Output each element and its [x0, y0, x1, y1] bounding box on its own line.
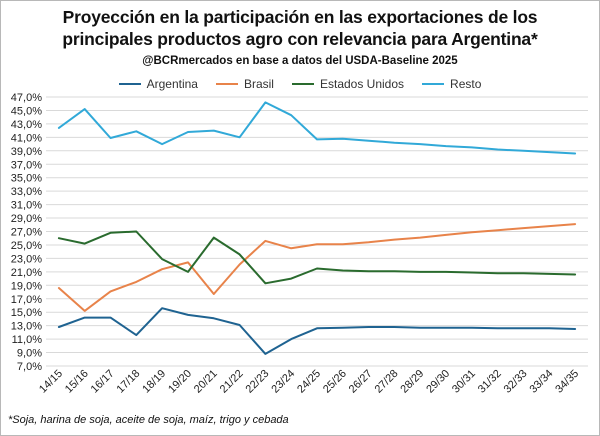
y-tick-label: 27,0%	[11, 227, 42, 239]
x-tick-label: 16/17	[89, 368, 117, 396]
x-tick-label: 32/33	[502, 368, 530, 396]
legend-swatch	[291, 83, 314, 85]
y-tick-label: 37,0%	[11, 159, 42, 171]
x-tick-label: 17/18	[115, 368, 143, 396]
chart-title-line-2: principales productos agro con relevanci…	[62, 29, 538, 49]
legend-label: Resto	[450, 77, 482, 91]
x-tick-label: 28/29	[398, 368, 426, 396]
legend-item-estados-unidos: Estados Unidos	[291, 77, 405, 91]
y-tick-label: 45,0%	[11, 105, 42, 117]
x-tick-label: 15/16	[63, 368, 91, 396]
chart-title: Proyección en la participación en las ex…	[0, 6, 600, 50]
y-tick-label: 19,0%	[11, 280, 42, 292]
y-tick-label: 11,0%	[12, 334, 43, 346]
legend-item-argentina: Argentina	[118, 77, 198, 91]
x-tick-label: 31/32	[476, 368, 504, 396]
legend-item-brasil: Brasil	[215, 77, 274, 91]
y-tick-label: 31,0%	[11, 200, 42, 212]
x-tick-label: 29/30	[424, 368, 452, 396]
legend-item-resto: Resto	[422, 77, 481, 91]
series-line-estados-unidos	[57, 230, 577, 285]
chart-footnote: *Soja, harina de soja, aceite de soja, m…	[8, 414, 289, 426]
y-tick-label: 9,0%	[17, 348, 42, 360]
y-tick-label: 47,0%	[11, 92, 42, 104]
y-tick-label: 41,0%	[11, 132, 42, 144]
y-tick-label: 7,0%	[17, 361, 42, 373]
x-tick-label: 27/28	[373, 368, 401, 396]
chart-subtitle: @BCRmercados en base a datos del USDA-Ba…	[142, 55, 458, 67]
x-tick-label: 25/26	[321, 368, 349, 396]
y-tick-label: 21,0%	[11, 267, 42, 279]
x-tick-label: 26/27	[347, 368, 375, 396]
y-tick-label: 25,0%	[11, 240, 42, 252]
series-line-resto	[57, 101, 577, 155]
y-tick-label: 15,0%	[11, 307, 42, 319]
x-tick-label: 19/20	[166, 368, 194, 396]
series-line-brasil	[57, 223, 577, 312]
series-line-argentina	[57, 307, 577, 355]
x-tick-label: 24/25	[295, 368, 323, 396]
y-tick-label: 29,0%	[11, 213, 42, 225]
chart-title-line-1: Proyección en la participación en las ex…	[62, 7, 538, 27]
y-tick-label: 39,0%	[11, 146, 42, 158]
legend-swatch	[118, 83, 141, 85]
y-tick-label: 43,0%	[11, 119, 42, 131]
legend-swatch	[215, 83, 238, 85]
x-tick-label: 23/24	[269, 368, 297, 396]
x-tick-label: 33/34	[527, 368, 555, 396]
x-tick-label: 20/21	[192, 368, 220, 396]
legend-label: Estados Unidos	[319, 77, 405, 91]
y-tick-label: 33,0%	[11, 186, 42, 198]
legend-swatch	[422, 83, 445, 85]
x-tick-label: 34/35	[553, 368, 581, 396]
y-tick-label: 13,0%	[11, 321, 42, 333]
y-tick-label: 23,0%	[11, 253, 42, 265]
y-tick-label: 17,0%	[11, 294, 42, 306]
y-tick-label: 35,0%	[11, 173, 42, 185]
legend-label: Brasil	[243, 77, 274, 91]
x-tick-label: 18/19	[140, 368, 168, 396]
legend-label: Argentina	[146, 77, 198, 91]
x-tick-label: 22/23	[244, 368, 272, 396]
x-tick-label: 21/22	[218, 368, 246, 396]
x-tick-label: 30/31	[450, 368, 478, 396]
chart-legend: Argentina Brasil Estados Unidos Resto	[0, 77, 600, 91]
